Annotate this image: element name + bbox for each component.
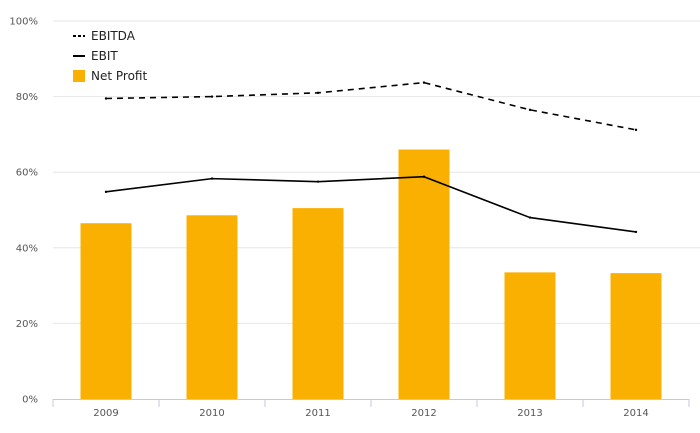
point-ebit bbox=[316, 180, 320, 183]
bar-2013 bbox=[504, 272, 556, 399]
y-tick-label: 0% bbox=[22, 395, 38, 406]
bar-2012 bbox=[398, 149, 450, 399]
legend-label-ebit: EBIT bbox=[91, 49, 118, 63]
point-ebitda bbox=[422, 81, 426, 84]
x-tick-label: 2010 bbox=[199, 408, 224, 419]
x-tick-label: 2011 bbox=[305, 408, 330, 419]
x-tick-label: 2013 bbox=[517, 408, 542, 419]
bar-2010 bbox=[186, 215, 238, 399]
bar-series bbox=[80, 149, 662, 399]
x-tick-label: 2012 bbox=[411, 408, 436, 419]
point-ebitda bbox=[528, 108, 532, 112]
point-ebitda bbox=[316, 91, 320, 95]
y-tick-label: 100% bbox=[9, 17, 38, 28]
legend-label-ebitda: EBITDA bbox=[91, 29, 136, 43]
y-tick-label: 80% bbox=[16, 92, 38, 103]
legend-label-net-profit: Net Profit bbox=[91, 69, 147, 83]
point-ebit bbox=[104, 190, 108, 194]
x-tick-label: 2009 bbox=[93, 408, 118, 419]
point-ebit bbox=[422, 175, 426, 178]
grid-lines bbox=[53, 20, 700, 324]
point-ebitda bbox=[210, 95, 214, 98]
axes: 0% 20% 40% 60% 80% 100% 2009 2010 2011 2012 2013 20… bbox=[9, 17, 690, 419]
bar-2011 bbox=[292, 208, 344, 399]
bar-2014 bbox=[610, 273, 662, 399]
line-series bbox=[104, 81, 638, 234]
point-ebitda bbox=[104, 97, 108, 100]
line-ebitda bbox=[105, 81, 637, 131]
line-ebit bbox=[105, 175, 637, 233]
y-tick-label: 40% bbox=[16, 243, 38, 254]
point-ebit bbox=[210, 177, 214, 180]
point-ebit bbox=[634, 230, 638, 234]
x-tick-label: 2014 bbox=[623, 408, 648, 419]
y-tick-label: 20% bbox=[16, 319, 38, 330]
point-ebit bbox=[528, 216, 532, 219]
bar-2009 bbox=[80, 223, 132, 399]
y-tick-label: 60% bbox=[16, 168, 38, 179]
legend: EBITDA EBIT Net Profit bbox=[73, 29, 147, 83]
point-ebitda bbox=[634, 128, 638, 132]
legend-swatch-net-profit bbox=[73, 70, 85, 82]
